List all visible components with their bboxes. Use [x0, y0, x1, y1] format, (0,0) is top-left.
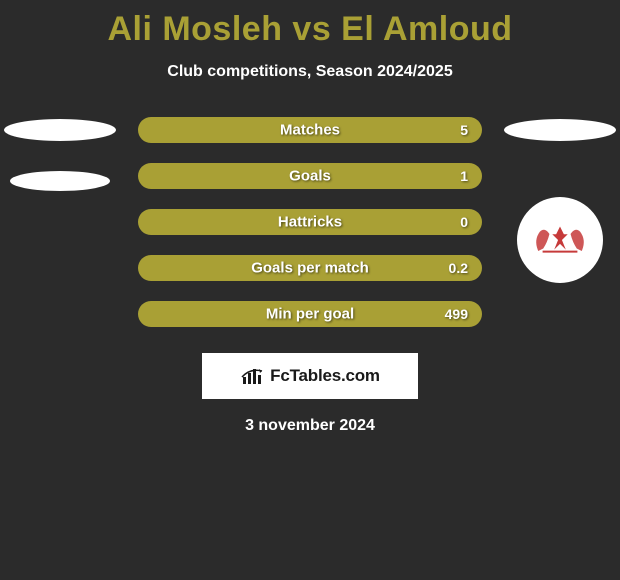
source-badge: FcTables.com — [202, 353, 418, 399]
player-left-shadow-top — [4, 119, 116, 141]
player-right-shadow-top — [504, 119, 616, 141]
stat-value-right: 0 — [460, 214, 468, 230]
stat-label: Goals per match — [251, 260, 369, 277]
player-left-column — [0, 117, 120, 191]
page-title: Ali Mosleh vs El Amloud — [0, 0, 620, 49]
stat-value-right: 0.2 — [449, 260, 468, 276]
stat-label: Goals — [289, 168, 331, 185]
stats-bars: Matches 5 Goals 1 Hattricks 0 Goals per … — [138, 117, 482, 327]
stat-bar-goals-per-match: Goals per match 0.2 — [138, 255, 482, 281]
stat-label: Matches — [280, 122, 340, 139]
stat-value-right: 5 — [460, 122, 468, 138]
player-right-column — [500, 117, 620, 283]
source-label: FcTables.com — [270, 366, 380, 386]
comparison-panel: Matches 5 Goals 1 Hattricks 0 Goals per … — [0, 117, 620, 435]
stat-bar-matches: Matches 5 — [138, 117, 482, 143]
stat-value-right: 499 — [445, 306, 468, 322]
stat-label: Min per goal — [266, 306, 354, 323]
player-right-avatar — [517, 197, 603, 283]
page-subtitle: Club competitions, Season 2024/2025 — [0, 63, 620, 81]
snapshot-date: 3 november 2024 — [0, 417, 620, 435]
stat-label: Hattricks — [278, 214, 342, 231]
club-crest-icon — [531, 220, 589, 260]
stat-value-right: 1 — [460, 168, 468, 184]
stat-bar-goals: Goals 1 — [138, 163, 482, 189]
player-left-shadow-bottom — [10, 171, 110, 191]
stat-bar-min-per-goal: Min per goal 499 — [138, 301, 482, 327]
bar-chart-icon — [240, 365, 266, 387]
stat-bar-hattricks: Hattricks 0 — [138, 209, 482, 235]
